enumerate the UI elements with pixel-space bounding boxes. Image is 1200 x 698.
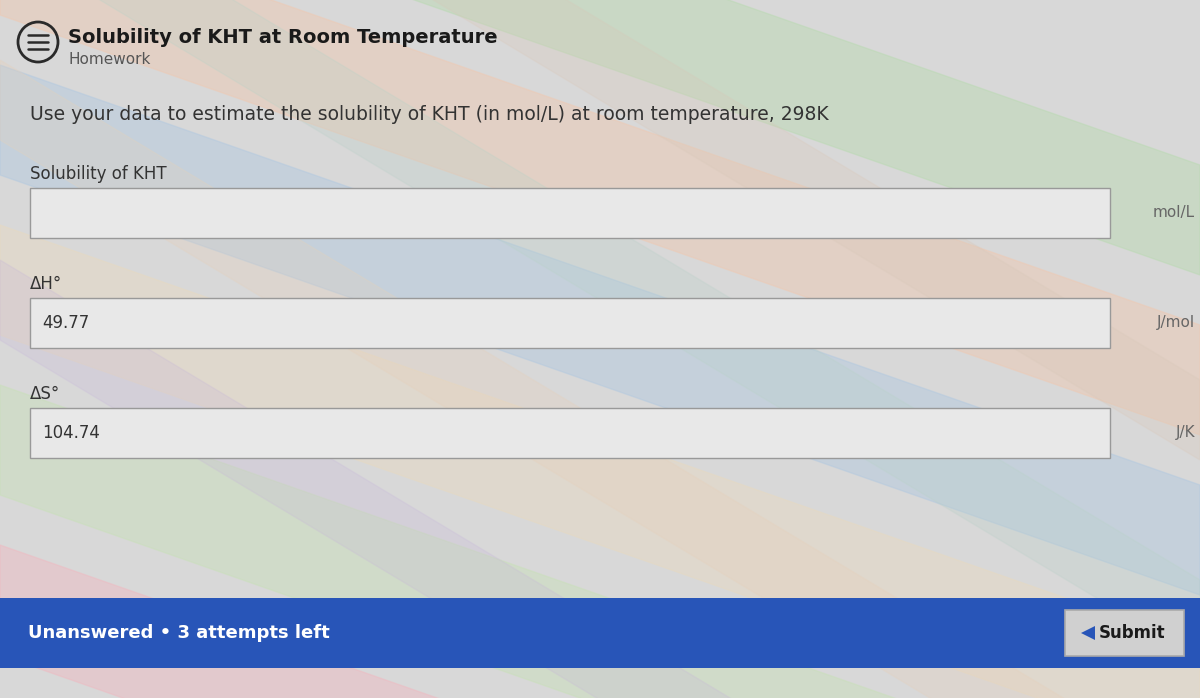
Text: 49.77: 49.77 bbox=[42, 314, 89, 332]
Text: ΔH°: ΔH° bbox=[30, 275, 62, 293]
Text: Unanswered • 3 attempts left: Unanswered • 3 attempts left bbox=[28, 624, 330, 642]
FancyBboxPatch shape bbox=[30, 408, 1110, 458]
Text: mol/L: mol/L bbox=[1153, 205, 1195, 221]
Text: Solubility of KHT: Solubility of KHT bbox=[30, 165, 167, 183]
FancyBboxPatch shape bbox=[1066, 610, 1184, 656]
Text: Homework: Homework bbox=[68, 52, 150, 67]
FancyBboxPatch shape bbox=[0, 598, 1200, 668]
Polygon shape bbox=[1081, 626, 1096, 640]
FancyBboxPatch shape bbox=[30, 298, 1110, 348]
Text: Use your data to estimate the solubility of KHT (in mol/L) at room temperature, : Use your data to estimate the solubility… bbox=[30, 105, 829, 124]
Text: J/K: J/K bbox=[1175, 426, 1195, 440]
Text: 104.74: 104.74 bbox=[42, 424, 100, 442]
Text: Submit: Submit bbox=[1099, 624, 1166, 642]
Text: ΔS°: ΔS° bbox=[30, 385, 60, 403]
FancyBboxPatch shape bbox=[30, 188, 1110, 238]
Text: Solubility of KHT at Room Temperature: Solubility of KHT at Room Temperature bbox=[68, 28, 498, 47]
Text: J/mol: J/mol bbox=[1157, 315, 1195, 330]
